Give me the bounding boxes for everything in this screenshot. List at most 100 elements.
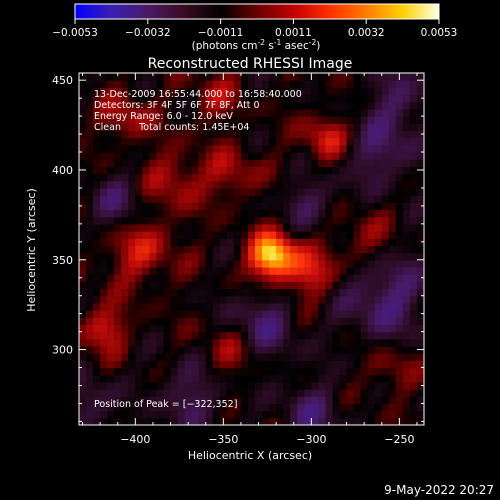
heatmap-cell — [163, 381, 172, 390]
heatmap-cell — [170, 166, 179, 175]
heatmap-cell — [416, 367, 424, 376]
heatmap-cell — [226, 302, 235, 311]
heatmap-cell — [381, 187, 390, 196]
heatmap-cell — [219, 295, 228, 304]
heatmap-cell — [374, 259, 383, 268]
heatmap-cell — [290, 360, 298, 369]
heatmap-cell — [381, 367, 390, 376]
heatmap-cell — [374, 238, 383, 246]
heatmap-cell — [219, 130, 228, 139]
heatmap-cell — [388, 389, 397, 397]
heatmap-cell — [219, 144, 228, 153]
heatmap-cell — [163, 338, 172, 347]
heatmap-cell — [128, 396, 136, 405]
heatmap-cell — [255, 410, 263, 419]
heatmap-cell — [205, 73, 214, 81]
heatmap-cell — [269, 338, 277, 347]
heatmap-cell — [191, 274, 200, 282]
heatmap-cell — [177, 396, 186, 405]
heatmap-cell — [212, 144, 221, 153]
heatmap-cell — [219, 302, 228, 311]
heatmap-cell — [156, 410, 165, 419]
heatmap-cell — [367, 101, 376, 110]
heatmap-cell — [233, 331, 242, 340]
heatmap-cell — [374, 202, 383, 211]
heatmap-cell — [121, 410, 129, 419]
heatmap-cell — [339, 216, 348, 225]
heatmap-cell — [339, 116, 348, 124]
heatmap-cell — [177, 180, 186, 189]
heatmap-cell — [170, 94, 179, 103]
heatmap-cell — [163, 281, 172, 290]
heatmap-cell — [163, 259, 172, 268]
heatmap-cell — [226, 381, 235, 390]
heatmap-cell — [114, 187, 122, 196]
heatmap-cell — [283, 87, 291, 96]
heatmap-cell — [353, 252, 362, 261]
heatmap-cell — [219, 195, 228, 203]
heatmap-cell — [255, 288, 263, 297]
heatmap-cell — [325, 116, 334, 124]
heatmap-cell — [163, 130, 172, 139]
heatmap-cell — [269, 166, 277, 175]
heatmap-cell — [107, 360, 115, 369]
heatmap-cell — [290, 80, 298, 88]
heatmap-cell — [149, 259, 158, 268]
heatmap-cell — [402, 159, 411, 167]
heatmap-cell — [198, 274, 207, 282]
heatmap-cell — [353, 295, 362, 304]
heatmap-cell — [114, 209, 122, 218]
heatmap-cell — [290, 396, 298, 405]
heatmap-cell — [79, 274, 87, 282]
heatmap-cell — [409, 223, 418, 232]
heatmap-cell — [142, 324, 151, 333]
info-line-counts: Clean Total counts: 1.45E+04 — [94, 122, 249, 133]
heatmap-cell — [395, 381, 404, 390]
heatmap-cell — [170, 152, 179, 160]
heatmap-cell — [107, 202, 115, 211]
heatmap-cell — [100, 410, 108, 419]
heatmap-cell — [107, 367, 115, 376]
heatmap-cell — [395, 202, 404, 211]
heatmap-cell — [374, 281, 383, 290]
heatmap-cell — [346, 116, 355, 124]
heatmap-cell — [367, 403, 376, 412]
heatmap-cell — [402, 173, 411, 182]
heatmap-cell — [226, 345, 235, 354]
heatmap-cell — [191, 94, 200, 103]
heatmap-cell — [100, 187, 108, 196]
heatmap-cell — [360, 130, 369, 139]
heatmap-cell — [367, 302, 376, 311]
heatmap-cell — [409, 159, 418, 167]
heatmap-cell — [325, 403, 334, 412]
heatmap-cell — [318, 223, 327, 232]
heatmap-cell — [395, 331, 404, 340]
heatmap-cell — [93, 360, 101, 369]
heatmap-cell — [360, 353, 369, 361]
heatmap-cell — [142, 374, 151, 383]
heatmap-cell — [86, 152, 94, 160]
heatmap-cell — [205, 116, 214, 124]
heatmap-cell — [388, 396, 397, 405]
heatmap-cell — [86, 123, 94, 132]
heatmap-cell — [177, 345, 186, 354]
heatmap-cell — [184, 238, 193, 246]
heatmap-cell — [191, 195, 200, 203]
heatmap-cell — [276, 87, 284, 96]
heatmap-cell — [388, 302, 397, 311]
heatmap-cell — [107, 396, 115, 405]
heatmap-cell — [121, 73, 129, 81]
heatmap-cell — [184, 367, 193, 376]
heatmap-cell — [374, 331, 383, 340]
heatmap-cell — [121, 288, 129, 297]
heatmap-cell — [283, 73, 291, 81]
heatmap-cell — [205, 137, 214, 146]
heatmap-cell — [409, 195, 418, 203]
heatmap-cell — [163, 396, 172, 405]
heatmap-cell — [240, 216, 249, 225]
heatmap-cell — [276, 353, 284, 361]
heatmap-cell — [114, 360, 122, 369]
heatmap-cell — [177, 310, 186, 318]
heatmap-cell — [304, 396, 312, 405]
heatmap-cell — [262, 360, 270, 369]
